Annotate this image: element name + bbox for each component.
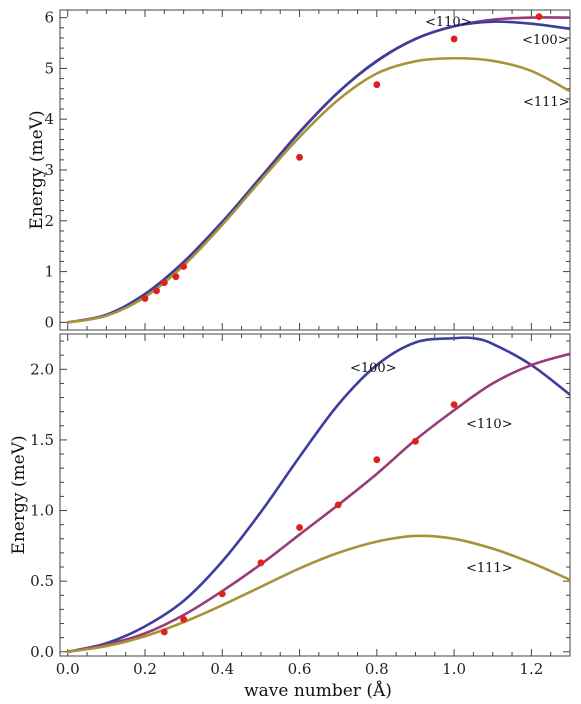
top-y-axis-title: Energy (meV) — [27, 110, 47, 229]
bottom-y-tick-label: 0.5 — [30, 572, 54, 590]
x-tick-label: 0.4 — [210, 660, 234, 678]
top-y-tick-label: 6 — [44, 9, 54, 27]
bottom-data-point — [180, 615, 188, 623]
bottom-panel-frame — [59, 333, 571, 657]
bottom-panel-marks: 0.0 0.2 0.4 0.6 0.8 1.0 1.2 0.0 0.5 1.0 1.5 2.0 — [30, 334, 571, 678]
top-data-point — [180, 263, 188, 270]
bottom-data-point — [296, 524, 303, 531]
top-y-tick-label: 4 — [44, 110, 54, 128]
bottom-y-tick-label: 1.5 — [30, 431, 54, 449]
top-label-100: <100> — [522, 33, 569, 48]
bottom-y-tick-label: 1.0 — [30, 502, 54, 520]
bottom-data-point — [373, 456, 381, 464]
x-axis-title: wave number (Å) — [244, 680, 392, 701]
top-data-point — [160, 279, 168, 287]
bottom-label-100: <100> — [350, 361, 397, 376]
top-y-tick-label: 2 — [44, 212, 54, 230]
top-panel-marks: 0 1 2 3 4 5 6 — [44, 9, 571, 331]
bottom-panel: 0.0 0.2 0.4 0.6 0.8 1.0 1.2 0.0 0.5 1.0 1.5 2.0 Ene… — [9, 333, 571, 701]
top-data-point — [373, 81, 381, 89]
top-y-tick-label: 3 — [44, 161, 54, 179]
bottom-y-axis-title: Energy (meV) — [9, 435, 29, 554]
top-panel: 0 1 2 3 4 5 6 Energy (meV) <110> <100> <111> — [27, 9, 571, 331]
top-data-point — [535, 13, 543, 21]
bottom-data-point — [160, 628, 168, 636]
bottom-label-110: <110> — [466, 417, 513, 432]
top-y-tick-label: 5 — [44, 59, 54, 77]
x-tick-label: 1.0 — [442, 660, 466, 678]
bottom-series-line-3 — [66, 534, 570, 654]
x-tick-label: 0.0 — [56, 660, 80, 678]
top-data-point — [141, 295, 149, 302]
top-label-110: <110> — [425, 15, 472, 30]
x-tick-label: 0.6 — [288, 660, 312, 678]
bottom-data-point — [412, 437, 419, 445]
bottom-series-line-2 — [66, 352, 570, 654]
top-data-point — [153, 287, 160, 295]
bottom-series-line-1 — [66, 336, 570, 654]
top-series-line-2 — [66, 20, 570, 324]
top-panel-frame — [59, 9, 571, 331]
bottom-y-tick-label: 2.0 — [30, 360, 54, 378]
top-series-line-1 — [66, 16, 570, 324]
bottom-y-tick-label: 0.0 — [30, 643, 54, 661]
bottom-data-point — [450, 401, 458, 409]
bottom-data-point — [218, 590, 226, 598]
top-label-111: <111> — [523, 95, 570, 110]
bottom-data-point — [334, 501, 342, 509]
bottom-label-111: <111> — [466, 561, 513, 576]
x-tick-label: 1.2 — [519, 660, 543, 678]
x-tick-label: 0.8 — [365, 660, 389, 678]
x-tick-label: 0.2 — [133, 660, 157, 678]
bottom-data-point — [257, 559, 265, 567]
top-data-point — [296, 153, 303, 161]
top-y-tick-label: 0 — [44, 313, 54, 331]
top-series-line-3 — [66, 56, 570, 324]
top-y-tick-label: 1 — [44, 263, 54, 281]
top-data-point — [450, 35, 458, 43]
top-data-point — [172, 273, 180, 281]
